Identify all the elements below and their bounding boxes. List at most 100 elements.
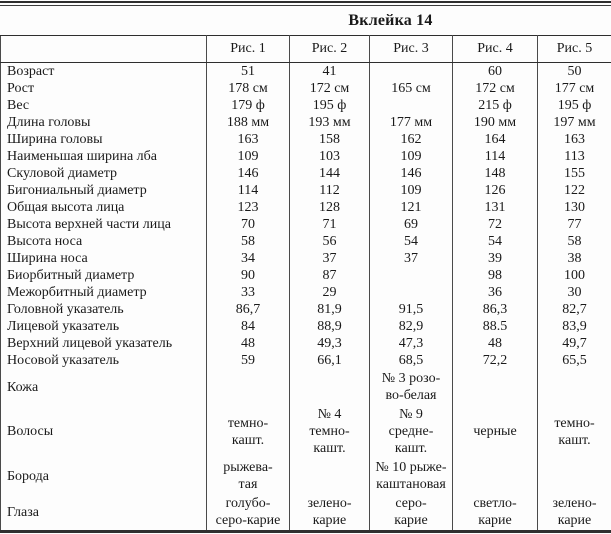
cell-value: 128 xyxy=(289,199,370,216)
cell-value: 121 xyxy=(369,199,453,216)
cell-value: светло- карие xyxy=(452,494,538,530)
column-header-5: Рис. 5 xyxy=(537,35,611,63)
cell-value: 122 xyxy=(537,182,611,199)
cell-value: № 10 рыже- каштановая xyxy=(369,458,453,494)
cell-value: 109 xyxy=(369,148,453,165)
cell-value: 69 xyxy=(369,216,453,233)
cell-value: 82,7 xyxy=(537,301,611,318)
cell-value xyxy=(369,267,453,284)
cell-value: 68,5 xyxy=(369,352,453,369)
row-label: Волосы xyxy=(0,405,207,458)
cell-value: 165 см xyxy=(369,80,453,97)
table-row: Рост 178 см 172 см 165 см 172 см 177 см xyxy=(0,80,611,97)
cell-value: 81,9 xyxy=(289,301,370,318)
cell-value: 48 xyxy=(206,335,290,352)
cell-value: 54 xyxy=(452,233,538,250)
row-label: Длина головы xyxy=(0,114,207,131)
row-label: Возраст xyxy=(0,62,207,80)
cell-value: 51 xyxy=(206,62,290,80)
cell-value: 54 xyxy=(369,233,453,250)
column-header-4: Рис. 4 xyxy=(452,35,538,63)
cell-value: 86,7 xyxy=(206,301,290,318)
cell-value: 112 xyxy=(289,182,370,199)
cell-value: 144 xyxy=(289,165,370,182)
row-label: Глаза xyxy=(0,494,207,530)
cell-value: 50 xyxy=(537,62,611,80)
table-row: Общая высота лица 123 128 121 131 130 xyxy=(0,199,611,216)
cell-value: 113 xyxy=(537,148,611,165)
cell-value: 163 xyxy=(206,131,290,148)
table-row: Глаза голубо- серо-карие зелено- карие серо… xyxy=(0,494,611,530)
cell-value: черные xyxy=(452,405,538,458)
cell-value: 72,2 xyxy=(452,352,538,369)
cell-value: 103 xyxy=(289,148,370,165)
cell-value: 48 xyxy=(452,335,538,352)
cell-value: 34 xyxy=(206,250,290,267)
row-label: Ширина носа xyxy=(0,250,207,267)
cell-value xyxy=(369,62,453,80)
row-label: Скуловой диаметр xyxy=(0,165,207,182)
header-row: Рис. 1 Рис. 2 Рис. 3 Рис. 4 Рис. 5 xyxy=(0,35,611,63)
cell-value xyxy=(206,369,290,405)
row-label: Кожа xyxy=(0,369,207,405)
cell-value: 162 xyxy=(369,131,453,148)
cell-value: 100 xyxy=(537,267,611,284)
cell-value: 56 xyxy=(289,233,370,250)
cell-value: 148 xyxy=(452,165,538,182)
table-row: Лицевой указатель 84 88,9 82,9 88.5 83,9 xyxy=(0,318,611,335)
cell-value: 190 мм xyxy=(452,114,538,131)
cell-value: 195 ф xyxy=(289,97,370,114)
cell-value: 195 ф xyxy=(537,97,611,114)
table-row: Бигониальный диаметр 114 112 109 126 122 xyxy=(0,182,611,199)
cell-value: 179 ф xyxy=(206,97,290,114)
cell-value: рыжева- тая xyxy=(206,458,290,494)
top-double-rule xyxy=(0,1,611,6)
table-row: Длина головы 188 мм 193 мм 177 мм 190 мм 197 … xyxy=(0,114,611,131)
cell-value: 83,9 xyxy=(537,318,611,335)
cell-value: 88.5 xyxy=(452,318,538,335)
title-row: Вклейка 14 xyxy=(0,6,611,35)
row-label: Ширина головы xyxy=(0,131,207,148)
cell-value: 37 xyxy=(369,250,453,267)
cell-value xyxy=(289,458,370,494)
header-empty-cell xyxy=(0,35,207,63)
row-label: Верхний лицевой указатель xyxy=(0,335,207,352)
cell-value: 131 xyxy=(452,199,538,216)
cell-value: 146 xyxy=(206,165,290,182)
table-row: Носовой указатель 59 66,1 68,5 72,2 65,5 xyxy=(0,352,611,369)
table-row: Волосы темно- кашт. № 4 темно- кашт. № 9 ср… xyxy=(0,405,611,458)
page-title: Вклейка 14 xyxy=(348,12,433,29)
cell-value: 123 xyxy=(206,199,290,216)
cell-value: 58 xyxy=(206,233,290,250)
column-header-3: Рис. 3 xyxy=(369,35,453,63)
cell-value: 114 xyxy=(206,182,290,199)
table-row: Высота носа 58 56 54 54 58 xyxy=(0,233,611,250)
cell-value: 39 xyxy=(452,250,538,267)
row-label: Головной указатель xyxy=(0,301,207,318)
cell-value: 215 ф xyxy=(452,97,538,114)
cell-value: голубо- серо-карие xyxy=(206,494,290,530)
cell-value: 88,9 xyxy=(289,318,370,335)
row-label: Межорбитный диаметр xyxy=(0,284,207,301)
cell-value: 172 см xyxy=(289,80,370,97)
cell-value: 77 xyxy=(537,216,611,233)
cell-value: 60 xyxy=(452,62,538,80)
cell-value: № 9 средне- кашт. xyxy=(369,405,453,458)
row-label: Общая высота лица xyxy=(0,199,207,216)
cell-value: 71 xyxy=(289,216,370,233)
cell-value: 58 xyxy=(537,233,611,250)
table-row: Высота верхней части лица 70 71 69 72 77 xyxy=(0,216,611,233)
cell-value: 177 мм xyxy=(369,114,453,131)
cell-value xyxy=(537,369,611,405)
cell-value: 172 см xyxy=(452,80,538,97)
cell-value: 65,5 xyxy=(537,352,611,369)
cell-value: 130 xyxy=(537,199,611,216)
cell-value xyxy=(452,369,538,405)
cell-value: 66,1 xyxy=(289,352,370,369)
table-row: Скуловой диаметр 146 144 146 148 155 xyxy=(0,165,611,182)
cell-value: 164 xyxy=(452,131,538,148)
cell-value: 84 xyxy=(206,318,290,335)
row-label: Биорбитный диаметр xyxy=(0,267,207,284)
cell-value: № 4 темно- кашт. xyxy=(289,405,370,458)
